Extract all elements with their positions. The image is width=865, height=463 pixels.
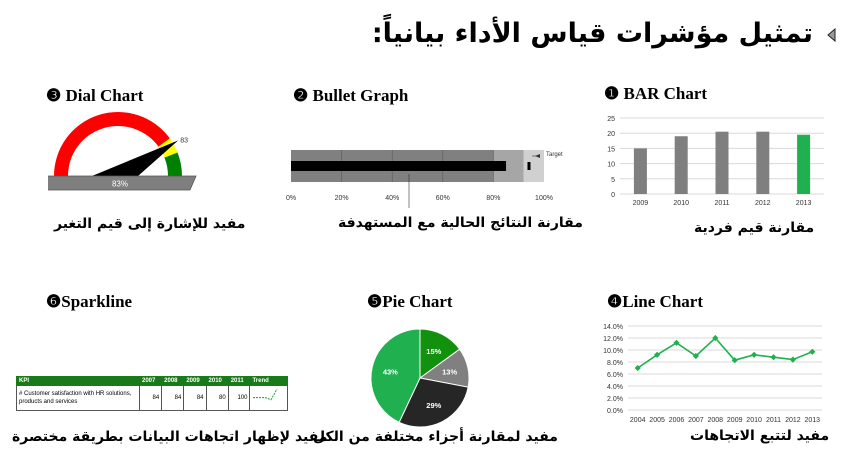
bullet-xtick-label: 20%: [335, 195, 349, 202]
page-title: تمثيل مؤشرات قياس الأداء بيانياً:: [371, 18, 813, 49]
col-header-2008: 2008: [161, 376, 185, 386]
dial-value-label: 83%: [112, 180, 128, 189]
col-header-2011: 2011: [227, 376, 251, 386]
line-chart: 0.0%2.0%4.0%6.0%8.0%10.0%12.0%14.0%2004 2…: [603, 324, 822, 424]
dial-base: [48, 175, 197, 191]
line-xtick-label: 2004: [630, 417, 646, 424]
sparkline-desc: مفيد لإظهار اتجاهات البيانات بطريقة مختص…: [12, 429, 328, 445]
sparkline: [253, 388, 278, 401]
sparkline-title: ❻Sparkline: [46, 292, 133, 311]
bar-ytick-label: 20: [607, 131, 615, 138]
bar-2011: [715, 131, 729, 194]
bar-ytick-label: 0: [611, 192, 615, 199]
bullet-xtick-label: 0%: [286, 195, 296, 202]
bullet-range-band: [523, 150, 544, 182]
col-header-trend: Trend: [249, 376, 288, 386]
line-point-2012: [789, 356, 797, 363]
line-xtick-label: 2009: [727, 417, 743, 424]
bar-ytick-label: 10: [607, 162, 615, 169]
line-series: [637, 336, 813, 369]
bar-xtick-label: 2012: [755, 200, 771, 207]
bullet-actual-bar: [291, 161, 507, 171]
sparkline-table: KPI 2007 2008 2009 2010 2011 Trend # Cus…: [16, 376, 288, 411]
line-xtick-label: 2013: [805, 417, 821, 424]
bar-ytick-label: 15: [607, 146, 615, 153]
bullet-target-arrowhead: [534, 154, 540, 158]
col-header-kpi: KPI: [16, 376, 140, 386]
table-row: # Customer satisfaction with HR solution…: [16, 385, 288, 411]
value-cell-2011: 100: [227, 385, 251, 411]
bullet-graph-title: ❷ Bullet Graph: [293, 86, 409, 105]
bullet-xtick-label: 60%: [436, 195, 450, 202]
value-cell-2010: 80: [205, 385, 229, 411]
bar-2012: [756, 131, 770, 194]
dial-chart: 83 83%: [48, 112, 197, 191]
dial-chart-desc: مفيد للإشارة إلى قيم التغير: [54, 216, 246, 232]
pie-chart: 15% 13% 29% 43%: [370, 328, 470, 428]
pie-slice-label: 43%: [383, 367, 398, 376]
value-cell-2009: 84: [183, 385, 207, 411]
line-ytick-label: 10.0%: [603, 348, 623, 355]
value-cell-2008: 84: [161, 385, 185, 411]
line-xtick-label: 2012: [785, 417, 801, 424]
line-chart-title: ❹Line Chart: [607, 292, 703, 311]
trend-cell: [249, 385, 288, 411]
line-xtick-label: 2011: [766, 417, 781, 424]
bar-chart-title: ❶ BAR Chart: [604, 84, 708, 103]
bar-chart: 0 5 10 15 20 25 2009 2010 2011 2012 2013: [607, 116, 824, 207]
value-cell-2007: 84: [138, 385, 163, 411]
line-chart-desc: مفيد لتتبع الاتجاهات: [690, 428, 830, 444]
line-ytick-label: 14.0%: [603, 324, 623, 331]
col-header-2010: 2010: [205, 376, 229, 386]
pie-slice-label: 15%: [426, 347, 441, 356]
pie-slice: [370, 328, 421, 424]
dial-zone-band: [164, 152, 182, 176]
bullet-xtick-label: 40%: [385, 195, 399, 202]
line-xtick-label: 2007: [688, 417, 704, 424]
bar-xtick-label: 2010: [673, 200, 689, 207]
line-point-2010: [750, 351, 758, 358]
col-header-2007: 2007: [138, 376, 163, 386]
pie-chart-title: ❺Pie Chart: [367, 292, 453, 311]
pie-slice: [398, 377, 469, 428]
line-xtick-label: 2006: [669, 417, 685, 424]
bullet-graph-desc: مقارنة النتائج الحالية مع المستهدفة: [338, 215, 583, 231]
line-xtick-label: 2008: [708, 417, 724, 424]
line-ytick-label: 4.0%: [607, 384, 623, 391]
sparkline-header-row: KPI 2007 2008 2009 2010 2011 Trend: [16, 376, 288, 386]
kpi-label-cell: # Customer satisfaction with HR solution…: [16, 385, 140, 411]
bullet-target-annotation: Target: [546, 152, 563, 158]
bullet-graph: 0%20%40%60%80%100%TargetActual performan…: [286, 150, 563, 208]
bullet-target-marker: [527, 162, 531, 170]
sparkline-series: [253, 388, 278, 401]
line-ytick-label: 0.0%: [607, 408, 623, 415]
dial-marker-label: 83: [180, 137, 188, 144]
line-ytick-label: 6.0%: [607, 372, 623, 379]
title-bullet-arrow-icon: [827, 27, 836, 43]
bar-2009: [633, 148, 647, 194]
line-ytick-label: 12.0%: [603, 336, 623, 343]
bar-xtick-label: 2011: [714, 200, 729, 207]
bar-2010: [674, 136, 688, 194]
dial-chart-title: ❸ Dial Chart: [46, 86, 144, 105]
line-xtick-label: 2005: [649, 417, 665, 424]
bar-ytick-label: 25: [607, 116, 615, 123]
pie-slice-label: 29%: [426, 401, 441, 410]
sparkline-table-wrap: KPI 2007 2008 2009 2010 2011 Trend # Cus…: [16, 376, 288, 411]
dial-zone-band: [54, 112, 170, 176]
col-header-2009: 2009: [183, 376, 207, 386]
bullet-xtick-label: 80%: [486, 195, 500, 202]
line-ytick-label: 8.0%: [607, 360, 623, 367]
bar-chart-desc: مقارنة قيم فردية: [694, 220, 815, 236]
bar-ytick-label: 5: [611, 177, 615, 184]
bullet-xtick-label: 100%: [535, 195, 553, 202]
bar-2013: [797, 134, 811, 194]
line-xtick-label: 2010: [746, 417, 762, 424]
line-point-2011: [770, 354, 777, 361]
bar-xtick-label: 2009: [633, 200, 649, 207]
pie-chart-desc: مفيد لمقارنة أجزاء مختلفة من الكل: [313, 429, 558, 445]
pie-slice-label: 13%: [442, 367, 457, 376]
bar-xtick-label: 2013: [796, 200, 812, 207]
line-ytick-label: 2.0%: [607, 396, 623, 403]
